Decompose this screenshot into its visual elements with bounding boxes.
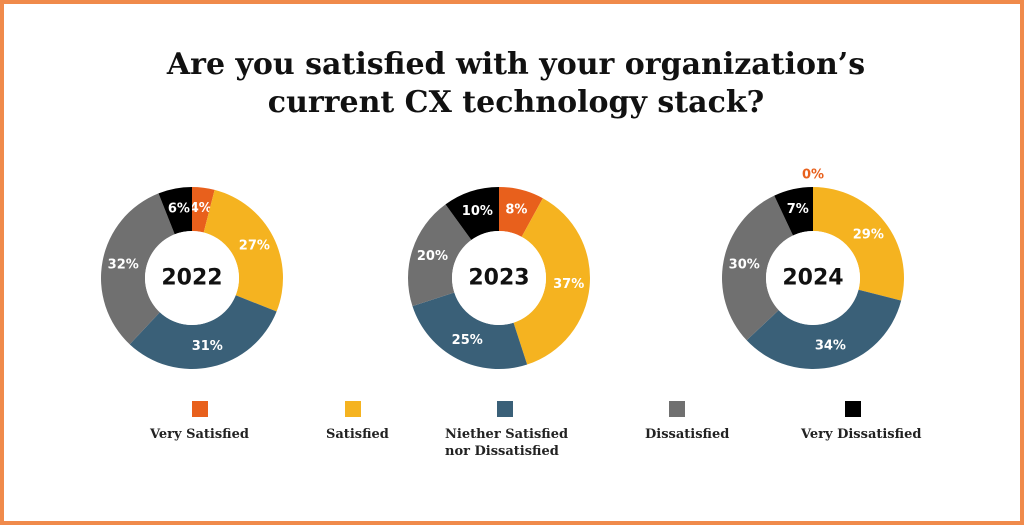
center-label-2023: 2023 (468, 266, 529, 291)
chart-title-line-1: Are you satisfied with your organization… (166, 47, 866, 82)
slice-2022-neither (129, 295, 277, 370)
data-label-2024-dissatisfied: 30% (729, 257, 760, 272)
data-label-2024-satisfied: 29% (853, 228, 884, 243)
slice-2022-very-satisfied (192, 187, 215, 233)
center-label-2022: 2022 (161, 266, 222, 291)
legend-swatch-neither (497, 401, 513, 417)
slice-2024-dissatisfied (722, 195, 793, 341)
legend-swatch-very-dissatisfied (845, 401, 861, 417)
slice-2022-satisfied (203, 189, 283, 312)
slice-2024-very-dissatisfied (774, 187, 813, 236)
legend-swatch-satisfied (345, 401, 361, 417)
donut-hole-2023 (452, 231, 546, 325)
donut-hole-2024 (766, 231, 860, 325)
data-label-2022-neither: 31% (192, 339, 223, 354)
slice-2023-satisfied (513, 198, 591, 365)
data-label-2022-very-dissatisfied: 6% (168, 202, 190, 217)
legend-label-very-dissatisfied: Very Dissatisfied (801, 427, 922, 442)
slice-2022-dissatisfied (100, 193, 175, 345)
legend-label-satisfied: Satisfied (326, 427, 389, 442)
legend-label-neither: Niether Satisfied nor Dissatisfied (445, 426, 568, 460)
data-label-2023-satisfied: 37% (553, 277, 584, 292)
center-label-2024: 2024 (782, 266, 843, 291)
data-label-2024-very-dissatisfied: 7% (787, 202, 809, 217)
donut-hole-2022 (145, 231, 239, 325)
chart-title: Are you satisfied with your organization… (4, 46, 1024, 122)
chart-title-line-2: current CX technology stack? (267, 85, 765, 120)
slice-2023-very-satisfied (499, 187, 543, 237)
data-label-2022-satisfied: 27% (239, 239, 270, 254)
legend-swatch-dissatisfied (669, 401, 685, 417)
data-label-2023-neither: 25% (452, 333, 483, 348)
data-label-2023-dissatisfied: 20% (417, 249, 448, 264)
legend-label-neither-line-1: Niether Satisfied (445, 427, 569, 442)
data-label-2024-neither: 34% (815, 338, 846, 353)
data-label-2023-very-dissatisfied: 10% (462, 204, 493, 219)
slice-2023-neither (412, 292, 528, 369)
slice-2023-very-dissatisfied (445, 187, 499, 240)
data-label-2023-very-satisfied: 8% (505, 203, 527, 218)
legend-swatch-very-satisfied (192, 401, 208, 417)
slice-2023-dissatisfied (408, 204, 472, 307)
data-label-2024-very-satisfied: 0% (802, 168, 824, 183)
data-label-2022-dissatisfied: 32% (108, 257, 139, 272)
data-label-2022-very-satisfied: 4% (190, 201, 212, 216)
slice-2024-neither (746, 289, 902, 369)
slice-2024-satisfied (813, 187, 904, 301)
legend-label-very-satisfied: Very Satisfied (150, 427, 249, 442)
legend-label-neither-line-2: nor Dissatisfied (445, 444, 559, 459)
legend-label-dissatisfied: Dissatisfied (645, 427, 730, 442)
slice-2022-very-dissatisfied (158, 187, 192, 235)
